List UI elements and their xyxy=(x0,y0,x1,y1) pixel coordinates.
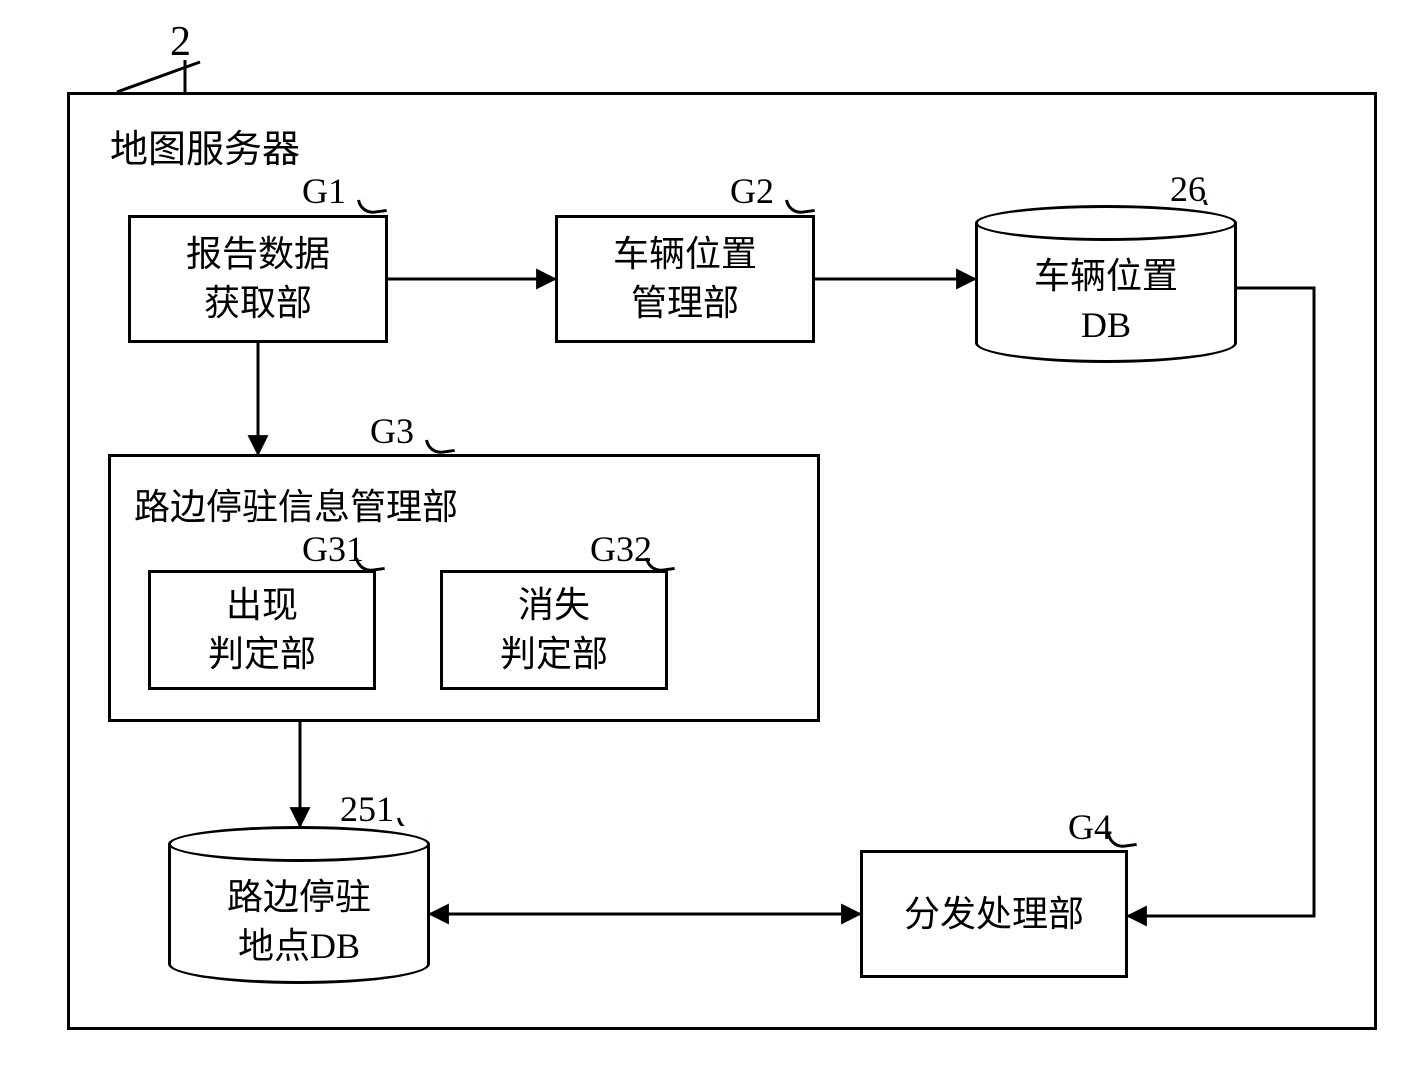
node-g31-line1: 出现 xyxy=(226,581,298,630)
node-db251-label: 251 xyxy=(340,788,394,830)
node-db251-line2: 地点DB xyxy=(238,922,360,971)
node-db251: 路边停驻 地点DB xyxy=(168,826,430,984)
node-db26-top xyxy=(975,205,1237,241)
node-db26-line1: 车辆位置 xyxy=(1034,252,1178,301)
node-g2-label: G2 xyxy=(730,170,774,212)
node-g3-title: 路边停驻信息管理部 xyxy=(134,478,458,530)
node-g2: 车辆位置 管理部 xyxy=(555,215,815,343)
node-g2-line1: 车辆位置 xyxy=(613,230,757,279)
node-g4-label: G4 xyxy=(1068,806,1112,848)
node-db26-line2: DB xyxy=(1081,301,1131,350)
outer-ref-label: 2 xyxy=(170,18,191,66)
node-g4: 分发处理部 xyxy=(860,850,1128,978)
frame-title: 地图服务器 xyxy=(110,118,300,173)
node-db251-body: 路边停驻 地点DB xyxy=(168,844,430,984)
node-g4-line1: 分发处理部 xyxy=(904,890,1084,939)
node-g32-line2: 判定部 xyxy=(500,630,608,679)
node-g31-line2: 判定部 xyxy=(208,630,316,679)
node-g3-label: G3 xyxy=(370,410,414,452)
node-db251-line1: 路边停驻 xyxy=(227,873,371,922)
node-g32-label: G32 xyxy=(590,528,652,570)
node-g32: 消失 判定部 xyxy=(440,570,668,690)
node-g1-line2: 获取部 xyxy=(204,279,312,328)
node-db26: 车辆位置 DB xyxy=(975,205,1237,363)
node-g1-label: G1 xyxy=(302,170,346,212)
diagram-root: 2 地图服务器 G1 报告数据 获取部 G2 车辆位置 管理部 26 车辆位置 … xyxy=(0,0,1427,1067)
node-db251-top xyxy=(168,826,430,862)
node-g31-label: G31 xyxy=(302,528,364,570)
node-g1: 报告数据 获取部 xyxy=(128,215,388,343)
node-g32-line1: 消失 xyxy=(518,581,590,630)
node-g2-line2: 管理部 xyxy=(631,279,739,328)
node-db26-body: 车辆位置 DB xyxy=(975,223,1237,363)
node-g1-line1: 报告数据 xyxy=(186,230,330,279)
node-db26-label: 26 xyxy=(1170,168,1206,210)
node-g31: 出现 判定部 xyxy=(148,570,376,690)
